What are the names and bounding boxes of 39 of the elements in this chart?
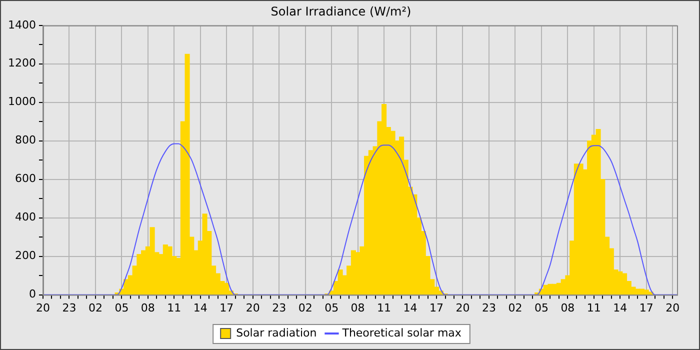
y-tick-label: 0 (28, 288, 36, 301)
x-tick-label: 02 (88, 301, 102, 314)
x-tick-label: 11 (377, 301, 392, 314)
x-tick-label: 08 (350, 301, 365, 314)
y-tick-label: 800 (14, 134, 36, 147)
bar (635, 288, 640, 295)
x-tick-label: 23 (62, 301, 76, 314)
x-tick-label: 20 (36, 301, 50, 314)
x-tick-label: 05 (324, 301, 339, 314)
x-tick-label: 23 (482, 301, 496, 314)
chart-title: Solar Irradiance (W/m²) (270, 4, 412, 18)
x-tick-label: 17 (220, 301, 234, 314)
x-tick-label: 14 (613, 301, 628, 314)
bar (350, 250, 356, 295)
x-tick-label: 05 (114, 301, 129, 314)
y-tick-label: 400 (14, 210, 36, 224)
x-tick-label: 14 (403, 301, 418, 314)
y-tick-label: 200 (14, 249, 36, 262)
x-tick-label: 08 (560, 301, 575, 314)
y-tick-label: 600 (14, 172, 36, 186)
x-tick-label: 17 (430, 301, 444, 314)
x-tick-label: 23 (272, 301, 286, 314)
x-tick-label: 11 (167, 301, 182, 314)
legend-label: Solar radiation (236, 326, 317, 340)
legend-label: Theoretical solar max (341, 326, 462, 340)
x-tick-label: 02 (298, 301, 312, 314)
x-tick-label: 05 (534, 301, 548, 314)
x-tick-label: 20 (246, 301, 260, 314)
x-tick-label: 14 (193, 301, 208, 314)
y-tick-label: 1000 (8, 95, 36, 108)
y-tick-label: 1200 (8, 56, 36, 70)
x-tick-label: 02 (508, 301, 522, 314)
x-tick-label: 17 (639, 301, 654, 314)
x-tick-label: 08 (140, 301, 155, 314)
x-tick-label: 20 (456, 301, 470, 314)
x-tick-label: 11 (586, 301, 601, 314)
bar (184, 54, 190, 295)
x-tick-label: 20 (666, 301, 680, 314)
y-tick-label: 1400 (8, 18, 36, 32)
